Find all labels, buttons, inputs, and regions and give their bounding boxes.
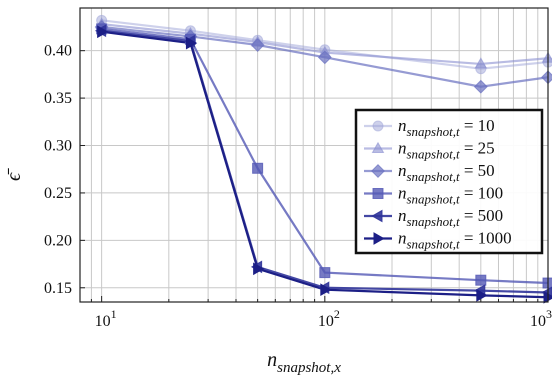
y-tick-label: 0.35: [44, 90, 72, 107]
data-point-1000: [253, 262, 265, 276]
series-line-100: [101, 27, 549, 285]
data-point-1000: [320, 283, 332, 297]
data-point-50: [473, 79, 488, 94]
x-tick-label: 103: [530, 307, 552, 330]
series-markers: [94, 14, 552, 304]
plot-frame: [79, 7, 549, 303]
data-point-1000: [476, 289, 488, 302]
series-line-25: [101, 23, 549, 66]
y-tick-label: 0.30: [44, 138, 72, 155]
y-tick-label: 0.25: [44, 185, 72, 202]
legend-marker-25: [371, 141, 385, 153]
data-point-50: [541, 70, 552, 85]
y-tick-label: 0.20: [44, 232, 72, 249]
legend-label-10: nsnapshot,t = 10: [398, 116, 495, 139]
series-line-500: [101, 29, 549, 294]
y-axis-label: ϵ̄: [3, 168, 25, 181]
data-point-1000: [97, 25, 109, 39]
data-point-100: [319, 267, 331, 279]
data-point-25: [541, 51, 552, 63]
legend-label-100: nsnapshot,t = 100: [398, 184, 503, 207]
legend-box: [354, 108, 544, 255]
data-point-50: [317, 50, 332, 65]
y-tick-label: 0.15: [44, 280, 72, 297]
legend-label-50: nsnapshot,t = 50: [398, 161, 495, 184]
series-line-50: [101, 25, 549, 88]
x-axis-label: nsnapshot,x: [267, 349, 341, 375]
legend-label-500: nsnapshot,t = 500: [398, 206, 503, 229]
legend-marker-100: [372, 188, 384, 199]
axis-ticks: [79, 50, 549, 302]
legend-marker-1000: [373, 232, 385, 245]
data-point-50: [250, 38, 265, 52]
series-line-10: [101, 19, 549, 70]
legend-label-1000: nsnapshot,t = 1000: [398, 229, 512, 252]
x-tick-label: 102: [318, 307, 340, 330]
legend-marker-500: [371, 209, 383, 223]
data-point-100: [475, 274, 487, 286]
y-tick-label: 0.40: [44, 43, 72, 60]
axis-labels: 0.15 0.20 0.25 0.30 0.35 0.40 101 102 103 nsnapsh…: [3, 43, 552, 375]
series-line-1000: [101, 30, 549, 299]
data-point-25: [474, 57, 488, 69]
legend-marker-50: [371, 164, 385, 178]
x-tick-label: 101: [95, 307, 117, 330]
legend-label-25: nsnapshot,t = 25: [398, 139, 495, 162]
data-point-100: [252, 162, 264, 174]
series-lines: [101, 19, 549, 299]
legend-marker-10: [372, 120, 384, 132]
data-point-1000: [185, 36, 198, 50]
